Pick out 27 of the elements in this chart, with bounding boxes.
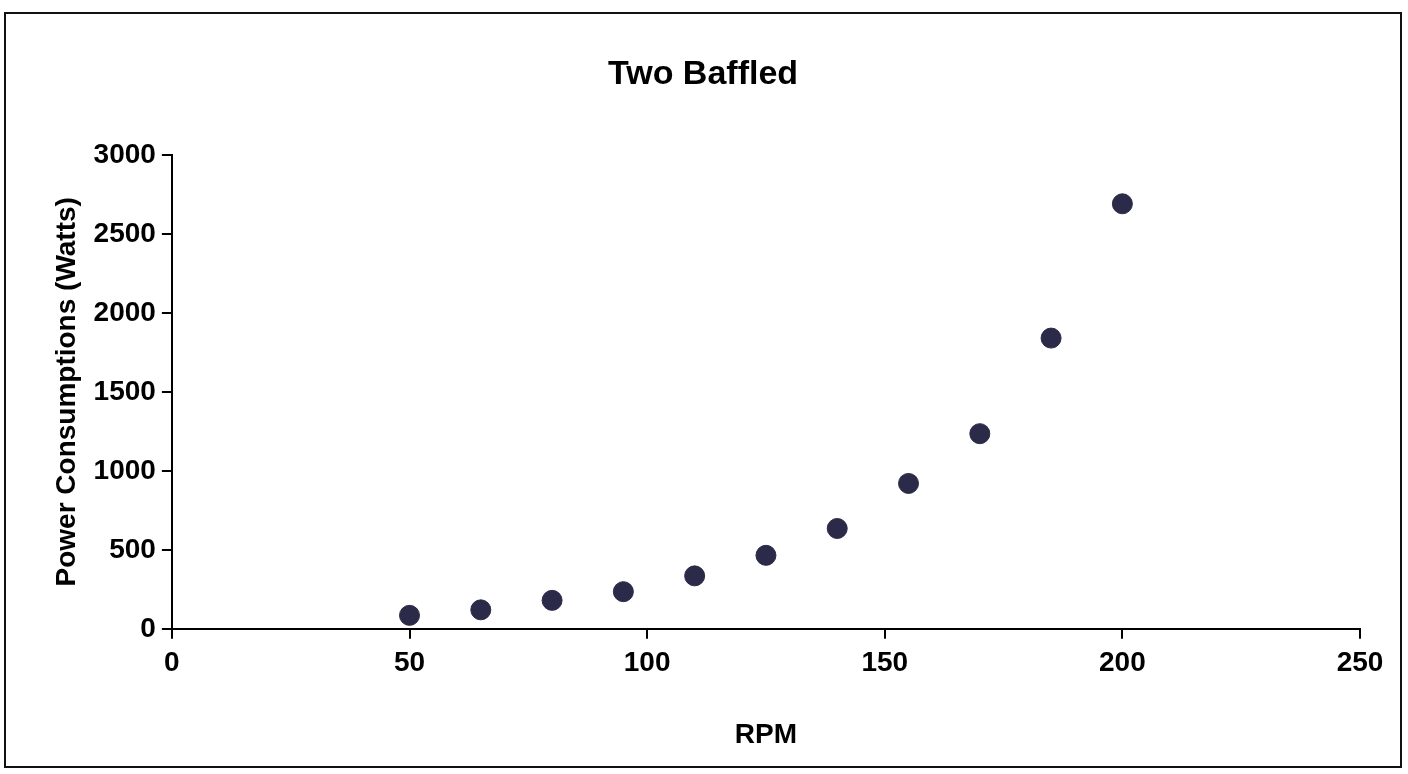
y-tick-label: 1000 <box>93 453 156 485</box>
x-axis-title: RPM <box>734 717 798 749</box>
point <box>684 565 706 587</box>
x-tick-label: 50 <box>393 646 426 678</box>
point <box>898 472 920 494</box>
y-axis-title: Power Consumptions (Watts) <box>49 197 81 587</box>
point <box>755 544 777 566</box>
y-tick-label: 2000 <box>93 295 156 327</box>
x-tick-label: 0 <box>164 646 180 678</box>
point <box>470 599 492 621</box>
y-tick-label: 0 <box>140 611 156 643</box>
y-tick-label: 500 <box>109 532 156 564</box>
point <box>826 517 848 539</box>
x-tick-label: 250 <box>1336 646 1384 678</box>
point <box>1040 327 1062 349</box>
point <box>612 581 634 603</box>
point <box>1111 193 1133 215</box>
point <box>969 423 991 445</box>
y-tick-label: 1500 <box>93 374 156 406</box>
chart-title: Two Baffled <box>607 52 799 91</box>
y-tick-label: 3000 <box>93 137 156 169</box>
x-tick-label: 100 <box>623 646 671 678</box>
x-tick-label: 200 <box>1099 646 1146 678</box>
x-tick-label: 150 <box>861 646 909 678</box>
point <box>541 589 563 611</box>
point <box>399 604 421 626</box>
y-tick-label: 2500 <box>93 216 156 248</box>
